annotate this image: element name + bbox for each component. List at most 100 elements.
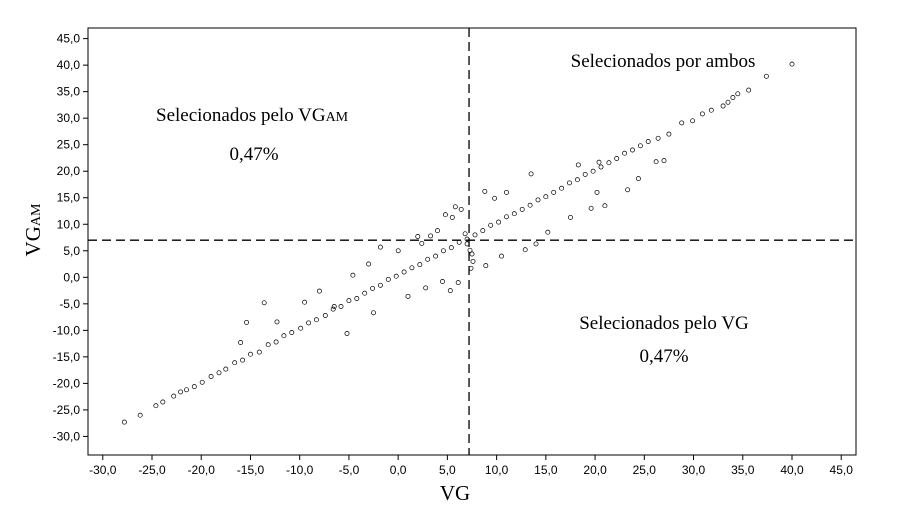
scatter-point [482, 188, 488, 194]
scatter-point [401, 269, 407, 275]
scatter-point [405, 293, 411, 299]
scatter-point [440, 279, 445, 284]
x-tick-label: 45,0 [830, 463, 854, 477]
annotation-top-left-pct: 0,47% [229, 144, 278, 165]
scatter-point [302, 299, 308, 305]
scatter-point [456, 239, 462, 245]
x-tick-label: -5,0 [339, 463, 360, 477]
scatter-point [630, 147, 635, 153]
y-tick-label: 5,0 [63, 244, 80, 258]
scatter-point [590, 168, 596, 174]
y-tick-label: 30,0 [57, 111, 81, 125]
scatter-point [575, 162, 581, 168]
scatter-point [567, 180, 572, 186]
scatter-point [265, 342, 271, 348]
scatter-point [435, 228, 440, 234]
scatter-point [545, 229, 551, 235]
scatter-point [735, 91, 741, 97]
y-tick-label: 45,0 [57, 32, 81, 46]
scatter-point [274, 319, 280, 325]
scatter-point [417, 262, 423, 268]
x-tick-label: 20,0 [583, 463, 607, 477]
scatter-point [433, 253, 439, 259]
scatter-point [248, 351, 253, 357]
x-axis-title: VG [440, 481, 470, 505]
x-tick-label: 35,0 [731, 463, 755, 477]
scatter-point [614, 156, 620, 161]
annotation-top-left-sub: AM [326, 110, 349, 125]
scatter-point [232, 360, 238, 366]
scatter-point [171, 393, 177, 399]
scatter-point [666, 131, 672, 137]
scatter-point [281, 333, 287, 339]
scatter-point [449, 214, 455, 220]
scatter-point [492, 195, 498, 201]
annotation-top-right: Selecionados por ambos [571, 51, 756, 72]
scatter-point [216, 370, 222, 376]
scatter-point [240, 357, 246, 363]
scatter-point [535, 197, 541, 203]
scatter-point [447, 288, 453, 294]
scatter-point [679, 120, 685, 126]
scatter-point [330, 306, 336, 312]
scatter-point [409, 265, 415, 271]
scatter-point [448, 245, 454, 251]
x-tick-label: 30,0 [682, 463, 706, 477]
scatter-point [428, 233, 434, 239]
plot-frame [87, 27, 857, 456]
x-tick-label: -10,0 [286, 463, 314, 477]
scatter-point [527, 202, 533, 208]
scatter-point [423, 285, 429, 291]
scatter-point [645, 139, 651, 144]
y-axis-title-main: VG [21, 226, 45, 256]
y-axis-title: VGAM [21, 203, 45, 256]
scatter-point [338, 304, 344, 309]
x-tick-label: 5,0 [439, 463, 456, 477]
scatter-point [588, 205, 594, 211]
scatter-point [442, 212, 448, 218]
scatter-point [313, 317, 319, 323]
scatter-point [377, 244, 383, 250]
scatter-point [458, 206, 464, 212]
scatter-point [720, 103, 726, 109]
y-axis-ticks: -30,0 -25,0 -20,0 -15,0 -10,0 -5,0 0,0 5,0 10,0 1… [53, 32, 88, 443]
scatter-point [598, 164, 604, 170]
scatter-point [596, 159, 602, 165]
scatter-point [504, 214, 509, 220]
y-tick-label: 35,0 [57, 85, 81, 99]
scatter-point [371, 310, 376, 316]
y-tick-label: 25,0 [57, 138, 81, 152]
annotation-bottom-right: Selecionados pelo VG [579, 313, 749, 334]
scatter-point [528, 171, 534, 177]
y-tick-label: 0,0 [63, 270, 80, 284]
y-tick-label: -15,0 [53, 350, 81, 364]
scatter-point [208, 374, 214, 379]
scatter-point [137, 412, 143, 418]
scatter-point [543, 194, 549, 200]
scatter-point [559, 185, 565, 191]
scatter-point [602, 203, 608, 209]
annotation-top-left-main: Selecionados pelo VG [156, 105, 326, 126]
scatter-point [455, 280, 461, 286]
scatter-point [467, 247, 473, 253]
scatter-point [625, 187, 631, 193]
scatter-point [289, 330, 295, 335]
scatter-point [346, 298, 352, 304]
scatter-point [377, 282, 383, 288]
scatter-point [725, 99, 731, 105]
scatter-point [533, 241, 539, 247]
scatter-point [199, 379, 205, 385]
scatter-point [244, 319, 249, 325]
scatter-point [415, 234, 421, 239]
scatter-point [184, 387, 189, 393]
y-tick-label: -10,0 [53, 323, 81, 337]
y-tick-label: 40,0 [57, 58, 81, 72]
x-tick-label: 10,0 [485, 463, 509, 477]
scatter-point [488, 222, 494, 228]
scatter-point [470, 258, 476, 264]
scatter-point [519, 206, 525, 212]
scatter-point [273, 339, 279, 345]
scatter-point [306, 320, 312, 326]
scatter-point [690, 118, 696, 124]
